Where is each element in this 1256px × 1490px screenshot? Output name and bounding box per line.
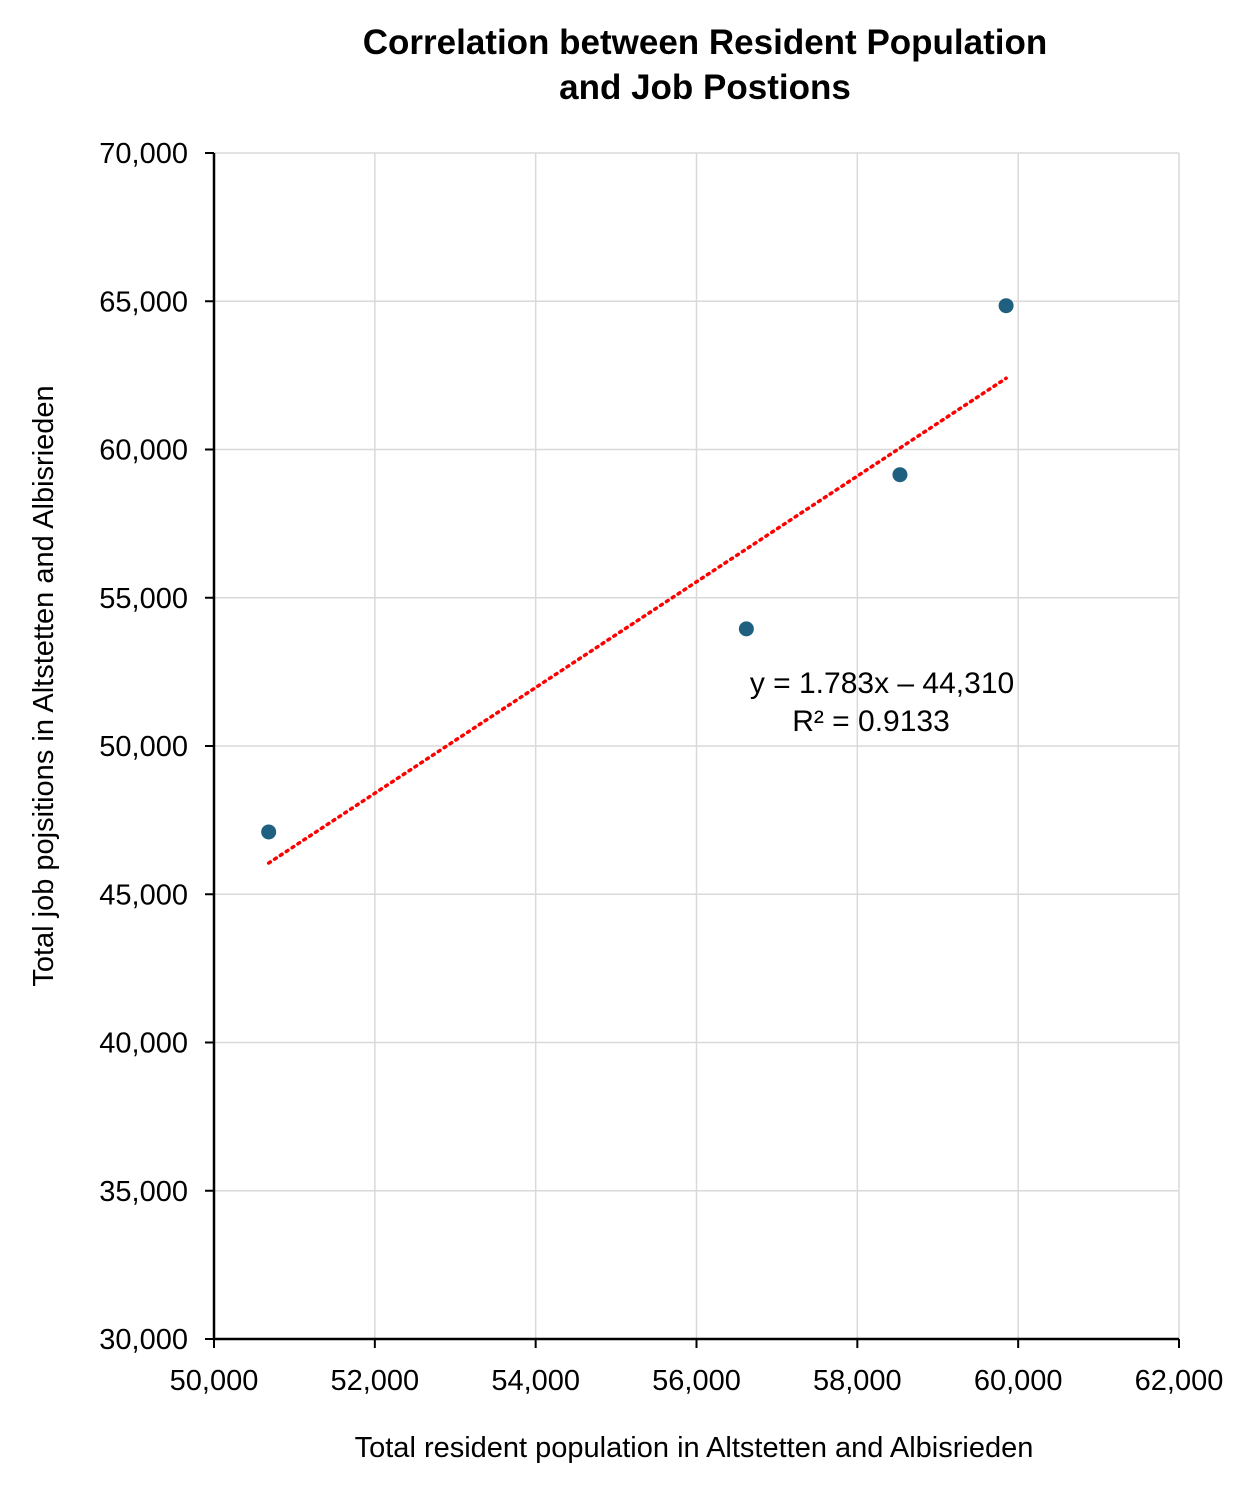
x-tick-label: 56,000: [652, 1365, 741, 1397]
x-tick-label: 54,000: [491, 1365, 580, 1397]
x-tick-labels: 50,000 52,000 54,000 56,000 58,000 60,000 62,0…: [170, 1365, 1224, 1397]
y-tick-label: 65,000: [99, 286, 188, 318]
axes: [205, 152, 1180, 1348]
scatter-point: [892, 467, 908, 483]
scatter-point: [261, 824, 277, 840]
x-tick-label: 52,000: [330, 1365, 419, 1397]
gridlines: [214, 152, 1180, 1339]
chart-title-line-2: and Job Postions: [559, 68, 851, 107]
x-tick-label: 62,000: [1135, 1365, 1224, 1397]
chart-title-line-1: Correlation between Resident Population: [363, 23, 1048, 62]
data-points: [261, 298, 1014, 840]
y-tick-label: 55,000: [99, 583, 188, 615]
y-tick-label: 60,000: [99, 435, 188, 467]
scatter-point: [738, 621, 754, 637]
trendline-group: [266, 376, 1008, 865]
scatter-point: [998, 298, 1014, 314]
x-axis-label: Total resident population in Altstetten …: [355, 1432, 1034, 1464]
x-tick-label: 60,000: [974, 1365, 1063, 1397]
y-tick-label: 40,000: [99, 1028, 188, 1060]
y-tick-label: 30,000: [99, 1324, 188, 1356]
y-tick-label: 35,000: [99, 1176, 188, 1208]
trendline-equation: y = 1.783x – 44,310: [750, 667, 1014, 700]
y-tick-label: 50,000: [99, 731, 188, 763]
trendline: [266, 376, 1008, 865]
trendline-r-squared: R² = 0.9133: [792, 705, 950, 738]
y-tick-label: 70,000: [99, 138, 188, 170]
x-tick-label: 58,000: [813, 1365, 902, 1397]
y-tick-label: 45,000: [99, 879, 188, 911]
y-tick-labels: 30,000 35,000 40,000 45,000 50,000 55,000 60,0…: [99, 138, 188, 1356]
x-tick-label: 50,000: [170, 1365, 259, 1397]
y-axis-label: Total job pojsitions in Altstetten and A…: [28, 385, 60, 986]
